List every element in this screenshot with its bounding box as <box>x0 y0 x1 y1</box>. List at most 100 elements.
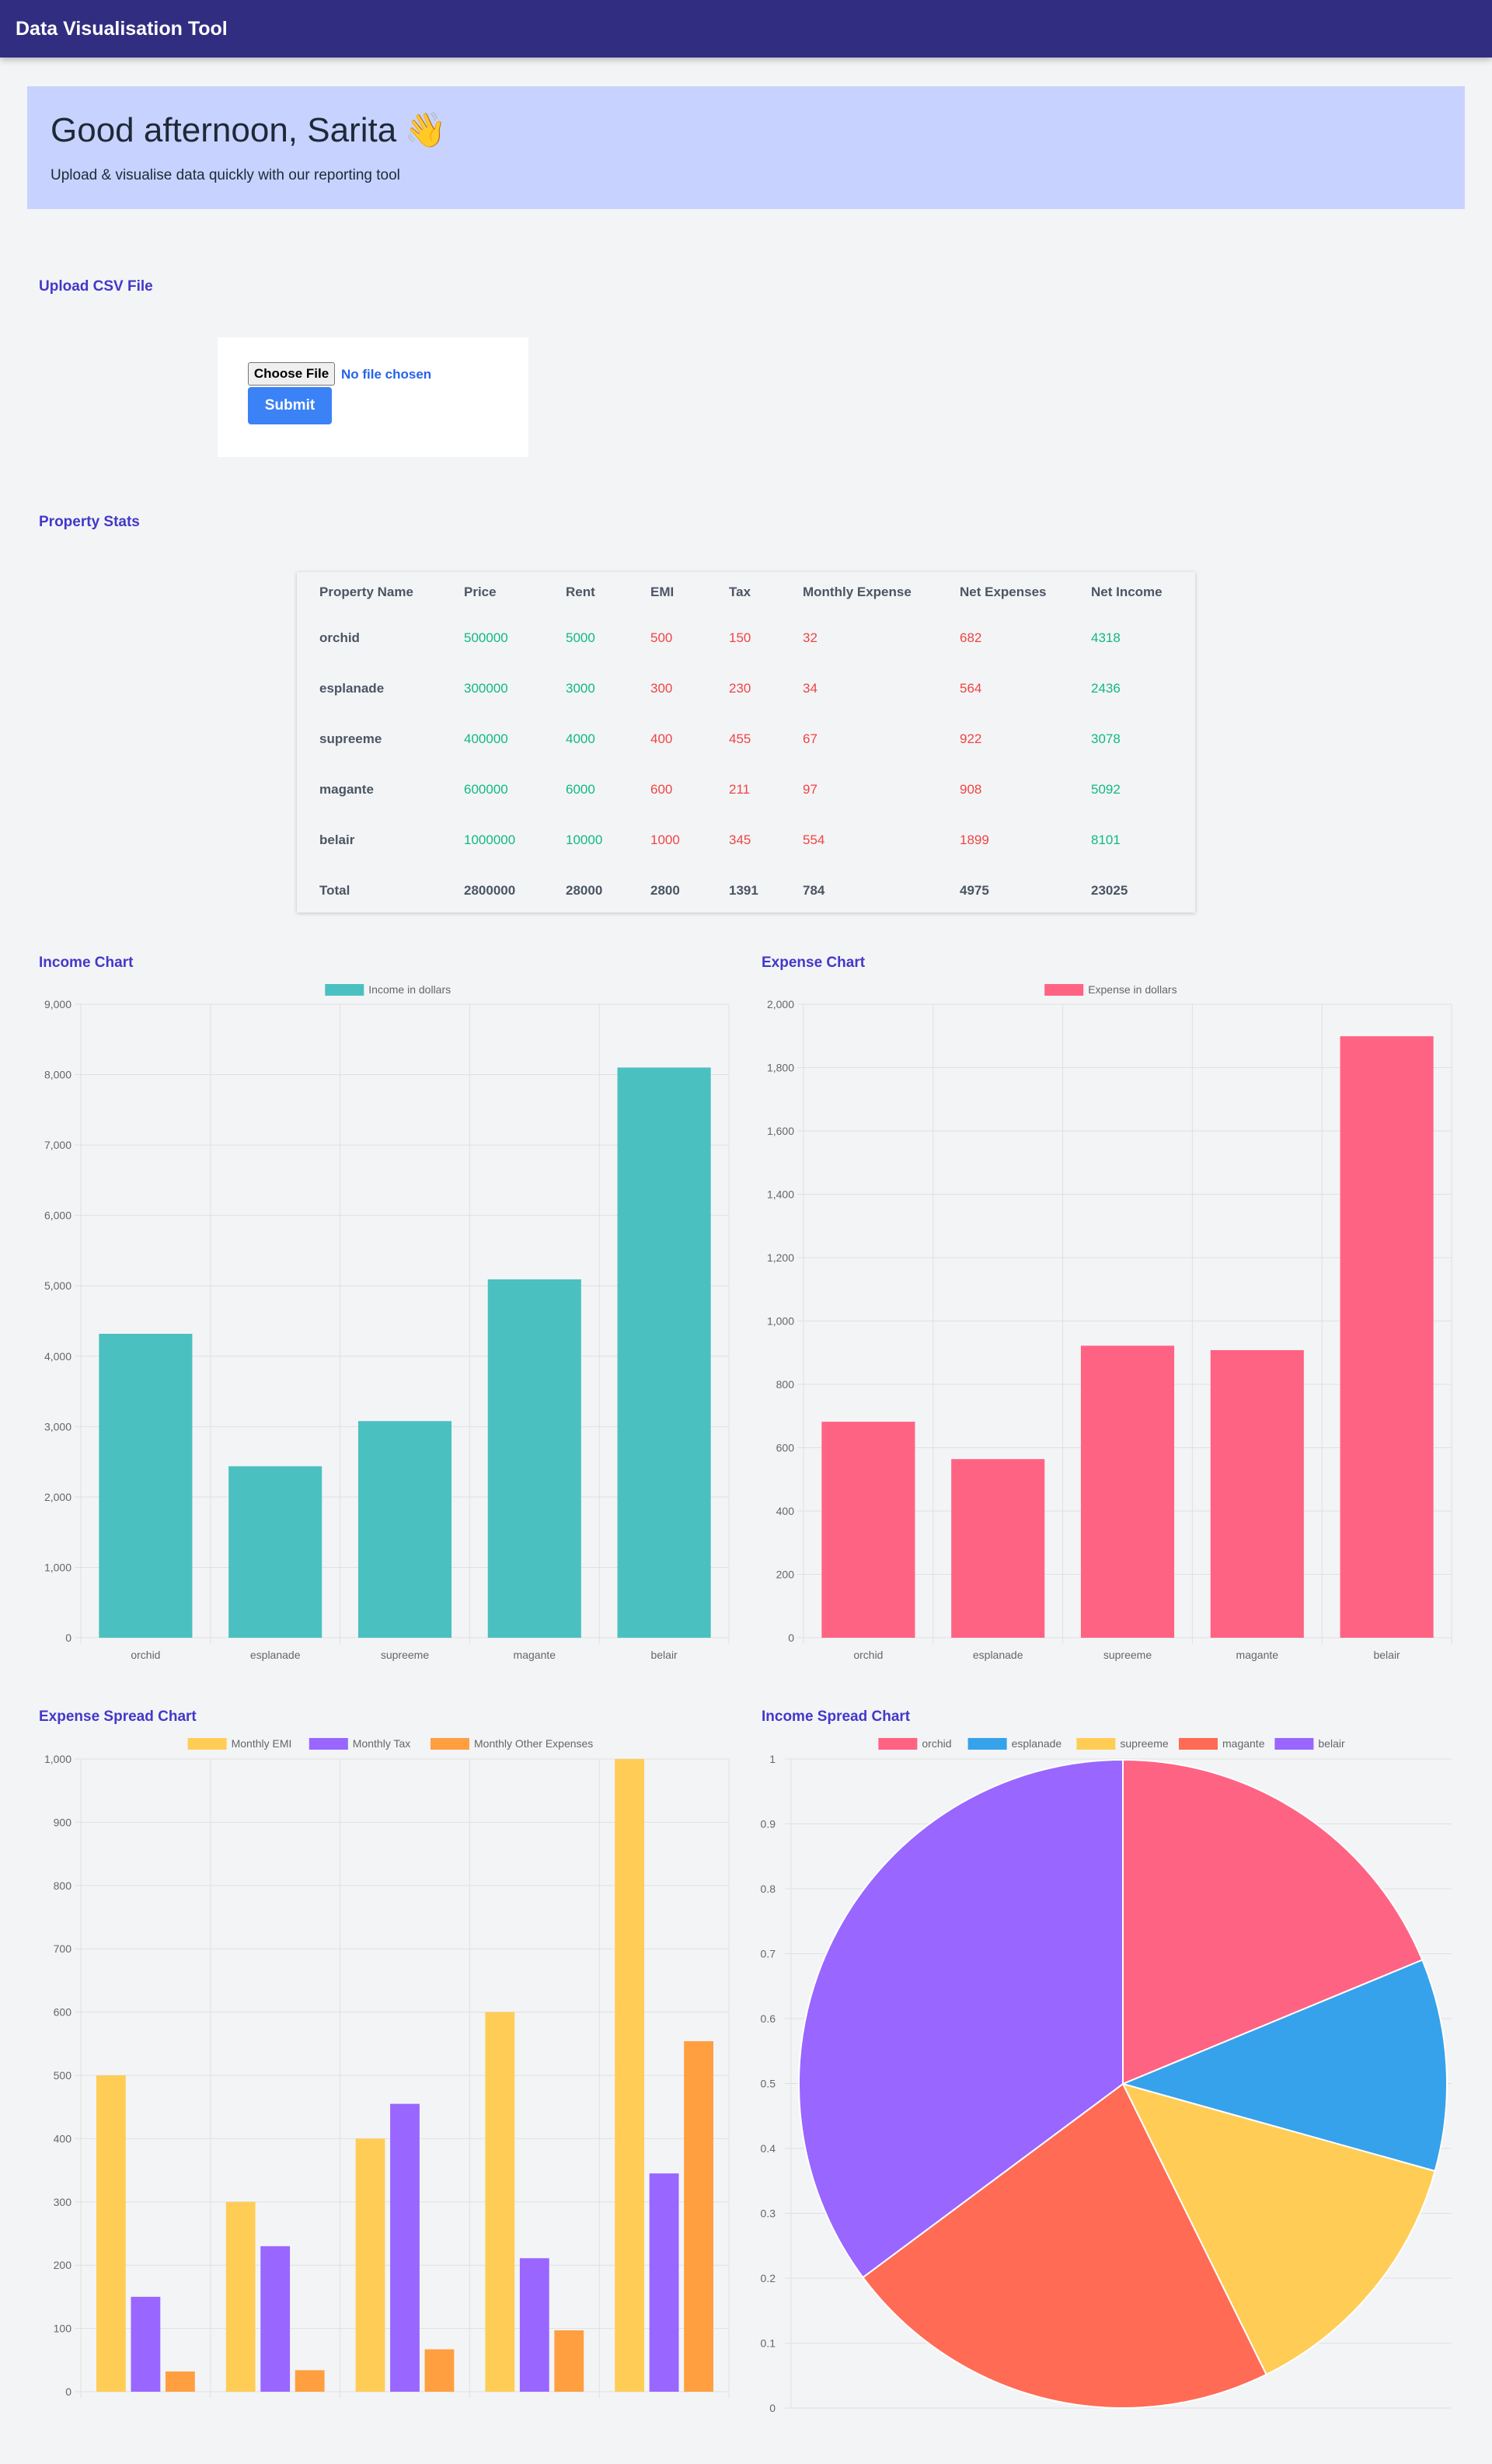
column-header: Property Name <box>319 585 413 599</box>
submit-button[interactable]: Submit <box>248 387 332 424</box>
upload-section-title: Upload CSV File <box>39 278 153 295</box>
monthly-expense-cell: 67 <box>803 731 817 746</box>
column-header: Price <box>464 585 497 599</box>
pie-slice-belair <box>798 1758 1124 2279</box>
y-tick-label: 300 <box>54 2196 72 2208</box>
net-expenses-cell: 564 <box>960 680 982 696</box>
y-tick-label: 4,000 <box>44 1350 71 1363</box>
y-tick-label: 1,400 <box>767 1188 794 1201</box>
property-name-cell: supreeme <box>319 731 382 746</box>
x-tick-label: supreeme <box>1103 1649 1152 1661</box>
y-tick-label: 800 <box>776 1378 795 1391</box>
y-tick-label: 500 <box>54 2069 72 2082</box>
legend-swatch <box>187 1738 227 1750</box>
x-tick-label: supreeme <box>381 1649 429 1661</box>
price-cell: 600000 <box>464 781 508 797</box>
price-cell: 500000 <box>464 630 508 645</box>
y-tick-label: 600 <box>54 2006 72 2019</box>
legend-label: belair <box>1318 1737 1345 1750</box>
pie-slice-supreeme <box>1121 2082 1436 2376</box>
table-row: supreeme 400000 4000 400 455 67 922 3078 <box>297 714 1195 764</box>
legend-label: magante <box>1222 1737 1265 1750</box>
file-status-text: No file chosen <box>341 367 432 382</box>
y-tick-label: 0 <box>65 2385 71 2398</box>
x-tick-label: orchid <box>131 1649 160 1661</box>
income-spread-chart-title: Income Spread Chart <box>762 1708 911 1725</box>
y-tick-label: 0.9 <box>761 1818 776 1831</box>
y-tick-label: 0.8 <box>761 1883 776 1895</box>
y-tick-label: 3,000 <box>44 1420 71 1433</box>
bar-supreeme <box>1080 1345 1175 1638</box>
upload-card: Choose File No file chosen Submit <box>218 337 528 457</box>
tax-cell: 345 <box>729 832 751 847</box>
bar-supreeme <box>390 2103 420 2392</box>
bar-esplanade <box>295 2370 325 2392</box>
choose-file-button[interactable]: Choose File <box>248 362 335 386</box>
total-net-income-cell: 23025 <box>1091 882 1128 898</box>
x-tick-label: orchid <box>853 1649 883 1661</box>
column-header: Net Expenses <box>960 585 1047 599</box>
bar-esplanade <box>951 1459 1045 1638</box>
y-tick-label: 1,000 <box>44 1561 71 1573</box>
legend-swatch <box>967 1738 1007 1750</box>
pie-slice-orchid <box>1122 1758 1424 2085</box>
tax-cell: 230 <box>729 680 751 696</box>
net-income-cell: 5092 <box>1091 781 1121 797</box>
bar-magante <box>519 2258 549 2392</box>
legend-swatch <box>1044 984 1084 996</box>
monthly-expense-cell: 554 <box>803 832 825 847</box>
y-tick-label: 200 <box>54 2259 72 2271</box>
rent-cell: 3000 <box>566 680 595 696</box>
rent-cell: 4000 <box>566 731 595 746</box>
y-tick-label: 100 <box>54 2323 72 2335</box>
emi-cell: 400 <box>650 731 673 746</box>
column-header: Rent <box>566 585 595 599</box>
y-tick-label: 7,000 <box>44 1139 71 1151</box>
price-cell: 1000000 <box>464 832 516 847</box>
rent-cell: 5000 <box>566 630 595 645</box>
bar-orchid <box>165 2371 195 2392</box>
tax-cell: 455 <box>729 731 751 746</box>
bar-magante <box>1210 1349 1304 1638</box>
total-monthly-expense-cell: 784 <box>803 882 825 898</box>
income-spread-pie-chart: orchid esplanade supreeme magante belair 0 0.1… <box>761 1737 1452 2414</box>
column-header: Tax <box>729 585 751 599</box>
legend-swatch <box>1274 1738 1314 1750</box>
total-tax-cell: 1391 <box>729 882 758 898</box>
y-tick-label: 1,200 <box>767 1251 794 1264</box>
total-label-cell: Total <box>319 882 350 898</box>
total-price-cell: 2800000 <box>464 882 516 898</box>
y-tick-label: 0 <box>769 2402 776 2414</box>
y-tick-label: 400 <box>54 2132 72 2145</box>
bar-belair <box>684 2041 713 2392</box>
y-tick-label: 6,000 <box>44 1209 71 1222</box>
y-tick-label: 0 <box>65 1632 71 1644</box>
table-total-row: Total 2800000 28000 2800 1391 784 4975 2… <box>297 865 1195 916</box>
y-tick-label: 1,000 <box>767 1315 794 1328</box>
y-tick-label: 400 <box>776 1505 795 1517</box>
bar-supreeme <box>357 1421 452 1638</box>
property-name-cell: belair <box>319 832 355 847</box>
expense-chart-title: Expense Chart <box>762 955 866 971</box>
bar-orchid <box>96 2075 126 2392</box>
monthly-expense-cell: 34 <box>803 680 817 696</box>
price-cell: 400000 <box>464 731 508 746</box>
y-tick-label: 0.3 <box>761 2207 776 2220</box>
net-income-cell: 4318 <box>1091 630 1121 645</box>
pie-slice-magante <box>862 2082 1267 2409</box>
net-expenses-cell: 908 <box>960 781 982 797</box>
greeting-text: Good afternoon, Sarita <box>51 111 397 149</box>
legend-label: supreeme <box>1120 1737 1168 1750</box>
bar-orchid <box>821 1422 915 1638</box>
legend-label: Income in dollars <box>368 983 451 996</box>
property-stats-table-card: Property Name Price Rent EMI Tax Monthly… <box>297 572 1195 913</box>
y-tick-label: 8,000 <box>44 1069 71 1081</box>
property-stats-table: Property Name Price Rent EMI Tax Monthly… <box>297 572 1195 916</box>
emi-cell: 1000 <box>650 832 680 847</box>
emi-cell: 500 <box>650 630 673 645</box>
total-emi-cell: 2800 <box>650 882 680 898</box>
y-tick-label: 0.4 <box>761 2142 776 2155</box>
y-tick-label: 600 <box>776 1442 795 1454</box>
greeting-heading: Good afternoon, Sarita 👋 <box>51 110 447 150</box>
bar-supreeme <box>424 2349 455 2392</box>
